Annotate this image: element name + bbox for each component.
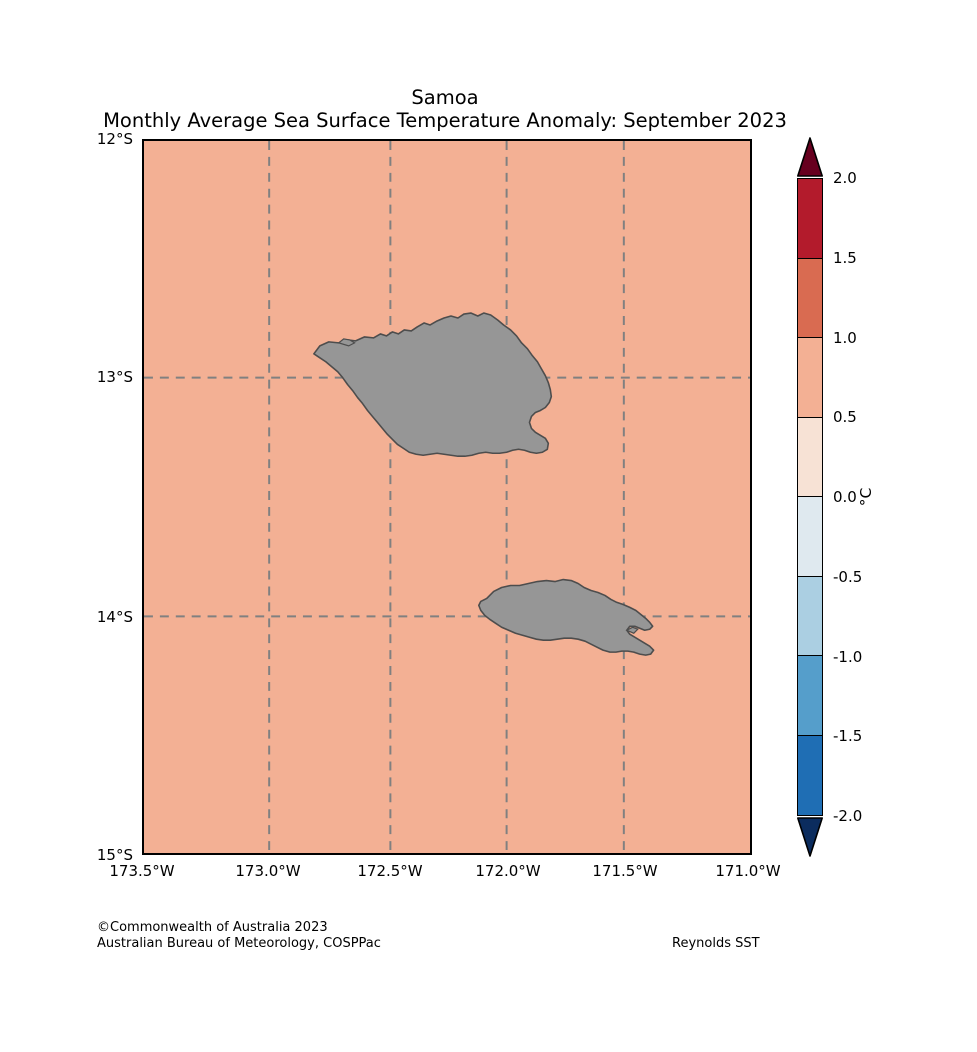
colorbar-tick-label-8: -2.0 [833, 807, 863, 825]
xtick-label-2: 172.5°W [357, 862, 423, 880]
footer-attribution: ©Commonwealth of Australia 2023 Australi… [97, 920, 381, 952]
ytick-label-0: 12°S [96, 130, 133, 148]
colorbar-unit-label: °C [857, 487, 875, 507]
colorbar-tick-label-4: 0.0 [833, 488, 857, 506]
colorbar-tick-label-1: 1.5 [833, 248, 857, 267]
colorbar-bands [797, 178, 823, 816]
colorbar-tick-label-5: -0.5 [833, 567, 863, 586]
colorbar-tick-label-3: 0.5 [833, 408, 857, 427]
map-svg [144, 141, 750, 853]
colorbar-tick-label-2: 1.0 [833, 328, 857, 347]
colorbar-band-0.0-0.5 [798, 417, 822, 497]
xtick-label-3: 172.0°W [475, 862, 541, 880]
colorbar: 2.0 1.5 1.0 0.5 0.0 -0.5 -1.0 -1.5 -2.0 [797, 137, 862, 857]
ytick-label-3: 15°S [96, 846, 133, 864]
colorbar-tick-label-7: -1.5 [833, 727, 863, 746]
chart-title-block: Samoa Monthly Average Sea Surface Temper… [0, 86, 890, 132]
colorbar-band-1.0-1.5 [798, 258, 822, 338]
footer-agency: Australian Bureau of Meteorology, COSPPa… [97, 936, 381, 951]
ytick-label-1: 13°S [96, 368, 133, 386]
colorbar-over-arrow-icon [797, 137, 823, 177]
footer-copyright: ©Commonwealth of Australia 2023 [97, 920, 328, 935]
colorbar-tick-label-0: 2.0 [833, 169, 857, 187]
island-savaii [313, 312, 553, 458]
page-title: Samoa [411, 86, 479, 109]
island-upolu-east-tip [625, 626, 639, 634]
colorbar-tick-label-6: -1.0 [833, 647, 863, 666]
xtick-label-0: 173.5°W [109, 862, 175, 880]
colorbar-band-neg1.5-neg1.0 [798, 656, 822, 736]
colorbar-band-neg0.5-0.0 [798, 497, 822, 577]
xtick-label-4: 171.5°W [592, 862, 658, 880]
xtick-label-5: 171.0°W [715, 862, 781, 880]
colorbar-band-neg1.0-neg0.5 [798, 576, 822, 656]
colorbar-under-arrow-icon [797, 817, 823, 857]
ytick-label-2: 14°S [96, 608, 133, 626]
footer-dataset-label: Reynolds SST [672, 936, 760, 951]
island-savaii-coast-detail [337, 338, 356, 347]
chart-subtitle: Monthly Average Sea Surface Temperature … [103, 109, 787, 132]
island-upolu [477, 578, 655, 656]
map-plot-area [142, 139, 752, 855]
xtick-label-1: 173.0°W [235, 862, 301, 880]
colorbar-band-neg2.0-neg1.5 [798, 735, 822, 815]
colorbar-band-0.5-1.0 [798, 338, 822, 418]
colorbar-band-1.5-2.0 [798, 179, 822, 259]
sst-anomaly-field [144, 141, 750, 853]
